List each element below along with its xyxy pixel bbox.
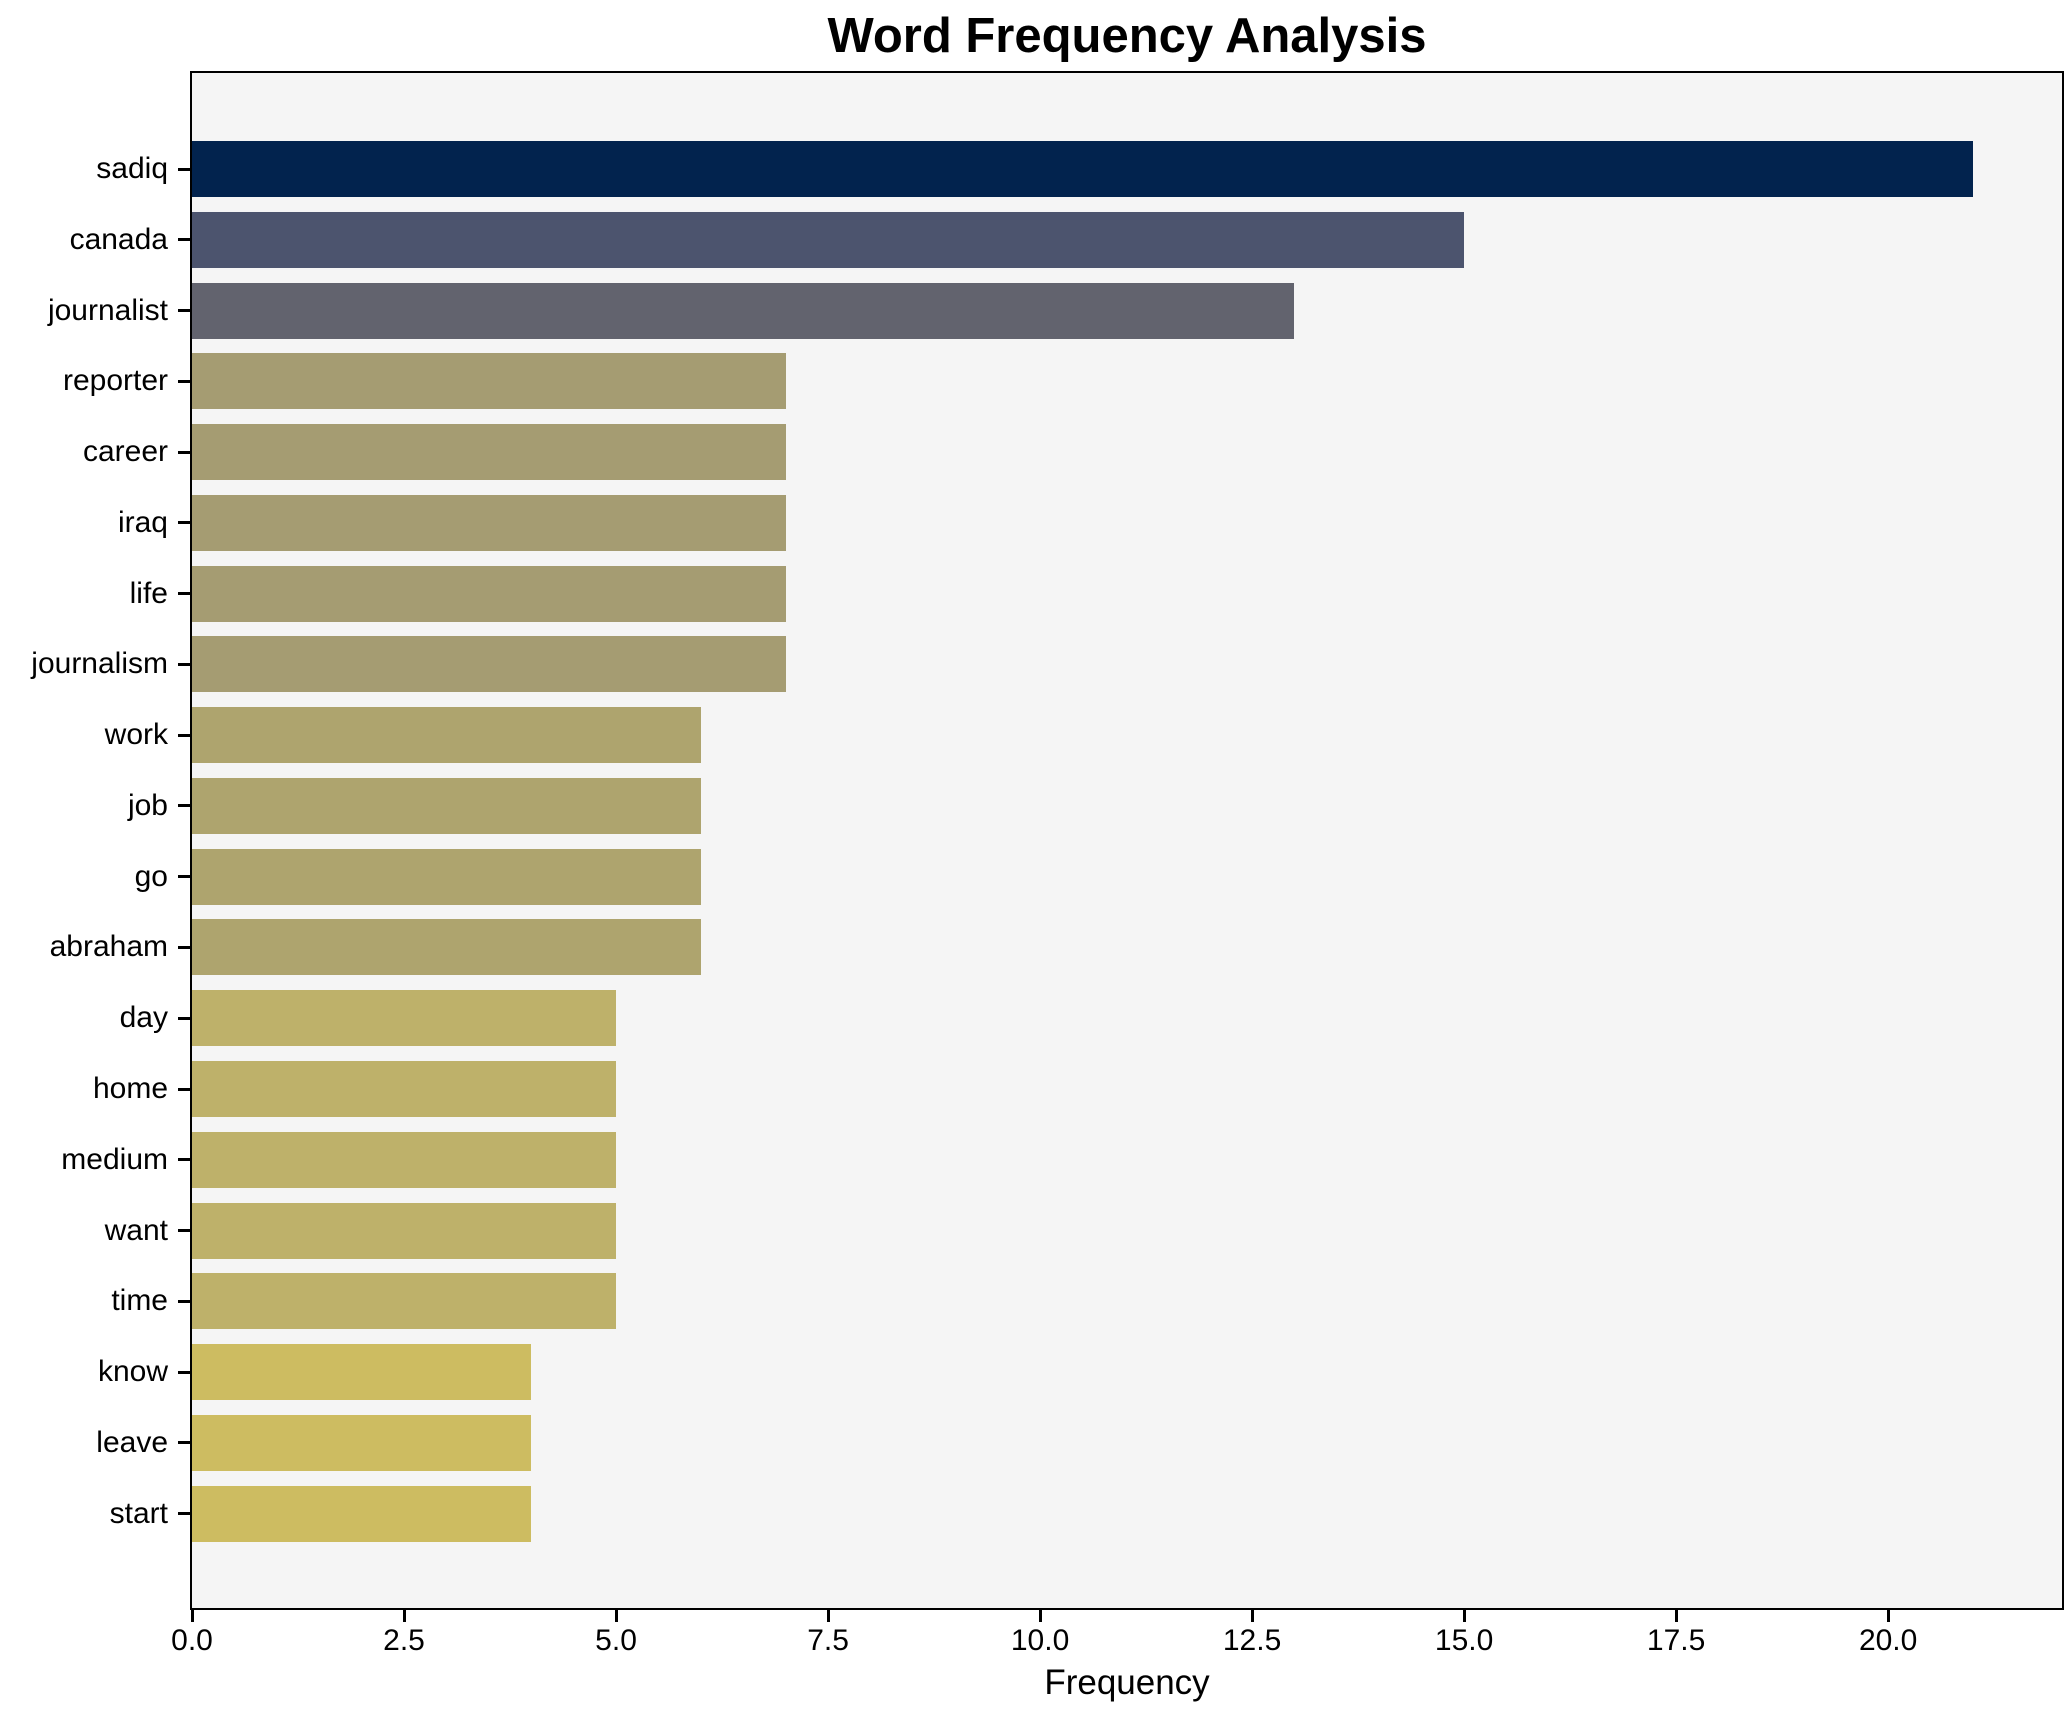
x-tick-mark [402,1610,406,1622]
bar-abraham [192,919,701,976]
y-tick-mark [178,1512,190,1516]
x-tick-label-10.0: 10.0 [1010,1624,1070,1657]
y-tick-label-start: start [109,1496,168,1530]
y-tick-mark [178,238,190,242]
x-tick-label-20.0: 20.0 [1858,1624,1918,1657]
y-tick-mark [178,521,190,525]
x-tick-label-15.0: 15.0 [1434,1624,1494,1657]
y-tick-label-work: work [104,718,168,752]
y-tick-label-know: know [97,1355,168,1389]
y-tick-mark [178,875,190,879]
x-tick-mark [826,1610,830,1622]
bar-reporter [192,353,786,410]
x-tick-label-0.0: 0.0 [171,1624,213,1657]
y-tick-label-career: career [82,435,168,469]
x-tick-mark [1886,1610,1890,1622]
bar-life [192,565,786,622]
y-tick-mark [178,309,190,313]
y-tick-label-time: time [111,1284,168,1318]
y-tick-mark [178,1441,190,1445]
bar-want [192,1202,616,1259]
y-tick-mark [178,1016,190,1020]
y-tick-label-home: home [92,1072,168,1105]
y-tick-label-canada: canada [69,222,168,256]
y-tick-mark [178,1087,190,1091]
bar-time [192,1273,616,1330]
x-tick-mark [1250,1610,1254,1622]
y-tick-label-journalism: journalism [31,647,168,681]
bar-canada [192,211,1464,268]
x-tick-mark [1462,1610,1466,1622]
x-tick-label-17.5: 17.5 [1646,1624,1706,1657]
bar-start [192,1485,531,1542]
y-tick-label-medium: medium [61,1142,168,1176]
y-tick-label-go: go [134,859,168,893]
y-tick-label-life: life [129,576,168,610]
x-tick-label-2.5: 2.5 [383,1624,425,1657]
y-tick-label-abraham: abraham [49,930,168,964]
plot-area [190,71,2064,1610]
x-tick-label-7.5: 7.5 [807,1624,849,1657]
y-tick-label-want: want [104,1213,168,1247]
y-tick-mark [178,804,190,808]
y-tick-mark [178,733,190,737]
y-tick-mark [178,379,190,383]
x-tick-mark [614,1610,618,1622]
y-tick-mark [178,450,190,454]
bar-career [192,424,786,481]
y-tick-label-iraq: iraq [117,505,168,539]
y-tick-mark [178,1229,190,1233]
x-tick-label-12.5: 12.5 [1222,1624,1282,1657]
y-tick-label-leave: leave [96,1425,168,1459]
x-axis-label: Frequency [1044,1663,1210,1702]
x-tick-mark [190,1610,194,1622]
y-tick-mark [178,945,190,949]
bar-journalism [192,636,786,693]
bar-leave [192,1414,531,1471]
bar-know [192,1344,531,1401]
y-tick-label-sadiq: sadiq [96,152,168,185]
bar-iraq [192,494,786,551]
y-tick-mark [178,167,190,171]
y-tick-label-reporter: reporter [62,364,168,398]
y-tick-mark [178,1370,190,1374]
x-tick-label-5.0: 5.0 [595,1624,637,1657]
y-tick-mark [178,1158,190,1162]
bar-day [192,990,616,1047]
y-tick-mark [178,1299,190,1303]
bar-medium [192,1131,616,1188]
y-tick-label-journalist: journalist [47,293,168,327]
bar-work [192,707,701,764]
bar-job [192,777,701,834]
y-tick-label-day: day [119,1001,168,1035]
x-tick-mark [1674,1610,1678,1622]
y-tick-mark [178,662,190,666]
y-tick-label-job: job [127,788,168,822]
y-tick-mark [178,592,190,596]
x-tick-mark [1038,1610,1042,1622]
bar-journalist [192,282,1294,339]
bar-sadiq [192,141,1973,197]
bar-go [192,848,701,905]
bar-home [192,1061,616,1117]
chart-title: Word Frequency Analysis [827,9,1427,63]
